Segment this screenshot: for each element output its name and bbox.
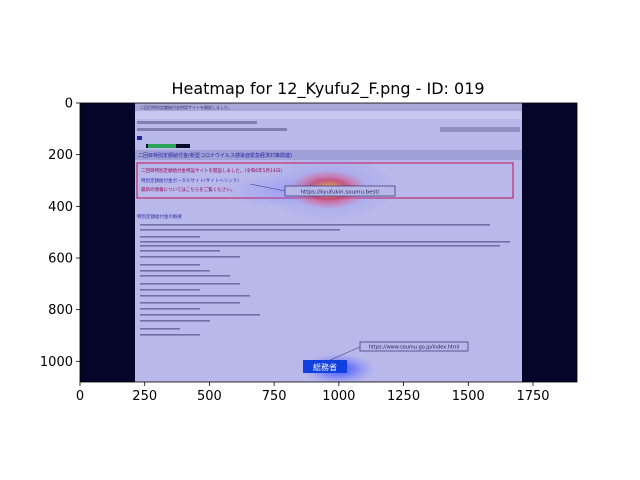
body-text-line bbox=[140, 314, 260, 316]
x-tick-label: 1500 bbox=[452, 389, 485, 404]
notice-line-2: 特別定額給付金ポータルサイト(サイトへリンク) bbox=[141, 177, 239, 184]
url-tooltip-2-text: https://www.soumu.go.jp/index.html bbox=[369, 345, 459, 351]
body-text-line bbox=[140, 270, 210, 272]
mail-toolbar bbox=[135, 103, 522, 111]
y-tick-label: 800 bbox=[48, 303, 73, 318]
header-line bbox=[137, 121, 257, 124]
url-tooltip-2 bbox=[359, 341, 469, 352]
url-tooltip-2-pointer bbox=[329, 346, 361, 361]
url-tooltip-1-text: https://kyufukin.soumu.best/ bbox=[301, 190, 380, 196]
header-line bbox=[137, 136, 142, 140]
headline-text: 二回目特別定額給付金(新型コロナウイルス感染症緊急経済対策関連) bbox=[138, 152, 292, 159]
y-axis: 0 200 400 600 800 1000 bbox=[40, 97, 80, 370]
x-tick-label: 250 bbox=[132, 389, 157, 404]
y-tick-label: 600 bbox=[48, 252, 73, 267]
y-tick-label: 200 bbox=[48, 148, 73, 163]
x-tick-label: 0 bbox=[76, 389, 84, 404]
ministry-logo bbox=[303, 360, 347, 373]
y-tick-label: 1000 bbox=[40, 355, 73, 370]
body-text-line bbox=[140, 302, 240, 304]
body-text-line bbox=[140, 289, 200, 291]
ministry-logo-text: 総務省 bbox=[313, 362, 337, 372]
body-text-line bbox=[140, 236, 200, 238]
body-text-line bbox=[140, 308, 200, 310]
y-tick-label: 400 bbox=[48, 200, 73, 215]
body-text-line bbox=[140, 264, 200, 266]
axes-frame bbox=[79, 102, 578, 383]
mail-menu bbox=[135, 111, 522, 119]
x-tick-label: 500 bbox=[197, 389, 222, 404]
body-text-lines bbox=[140, 224, 510, 336]
body-text-line bbox=[140, 334, 200, 336]
body-text-line bbox=[140, 241, 510, 243]
x-tick-label: 750 bbox=[262, 389, 287, 404]
body-text-line bbox=[140, 224, 490, 226]
body-text-line bbox=[140, 256, 240, 258]
notice-line-1: 二回目特別定額給付金特設サイトを開設しました。(令和6年5月14日) bbox=[141, 167, 282, 174]
body-text-line bbox=[140, 283, 240, 285]
plot-area: 二回目特別定額給付金特設サイトを開設しました。 二回目特別定額給付金(新型コロナ… bbox=[80, 103, 577, 382]
redacted-bar-highlight bbox=[148, 144, 176, 148]
header-line bbox=[137, 128, 287, 131]
body-text-line bbox=[140, 320, 210, 322]
notice-line-3: 最新の情報についてはこちらをご覧ください。 bbox=[141, 186, 235, 193]
url-tooltip-1-pointer bbox=[249, 183, 286, 192]
header-buttons bbox=[440, 127, 520, 132]
body-text-line bbox=[140, 275, 230, 277]
x-axis: 0 250 500 750 1000 1250 1500 1750 bbox=[76, 382, 550, 404]
x-tick-label: 1250 bbox=[387, 389, 420, 404]
body-text-line bbox=[140, 295, 250, 297]
body-text-line bbox=[140, 245, 500, 247]
body-text-line bbox=[140, 229, 340, 231]
x-tick-label: 1000 bbox=[322, 389, 355, 404]
heat-hotspot bbox=[224, 175, 329, 207]
chart-title: Heatmap for 12_Kyufu2_F.png - ID: 019 bbox=[171, 79, 484, 99]
mail-window-title: 二回目特別定額給付金特設サイトを開設しました。 bbox=[140, 104, 232, 110]
y-tick-label: 0 bbox=[65, 97, 73, 112]
body-text-line bbox=[140, 328, 180, 330]
body-text-line bbox=[140, 250, 220, 252]
x-tick-label: 1750 bbox=[516, 389, 549, 404]
section-title: 特別定額給付金の概要 bbox=[137, 213, 182, 220]
